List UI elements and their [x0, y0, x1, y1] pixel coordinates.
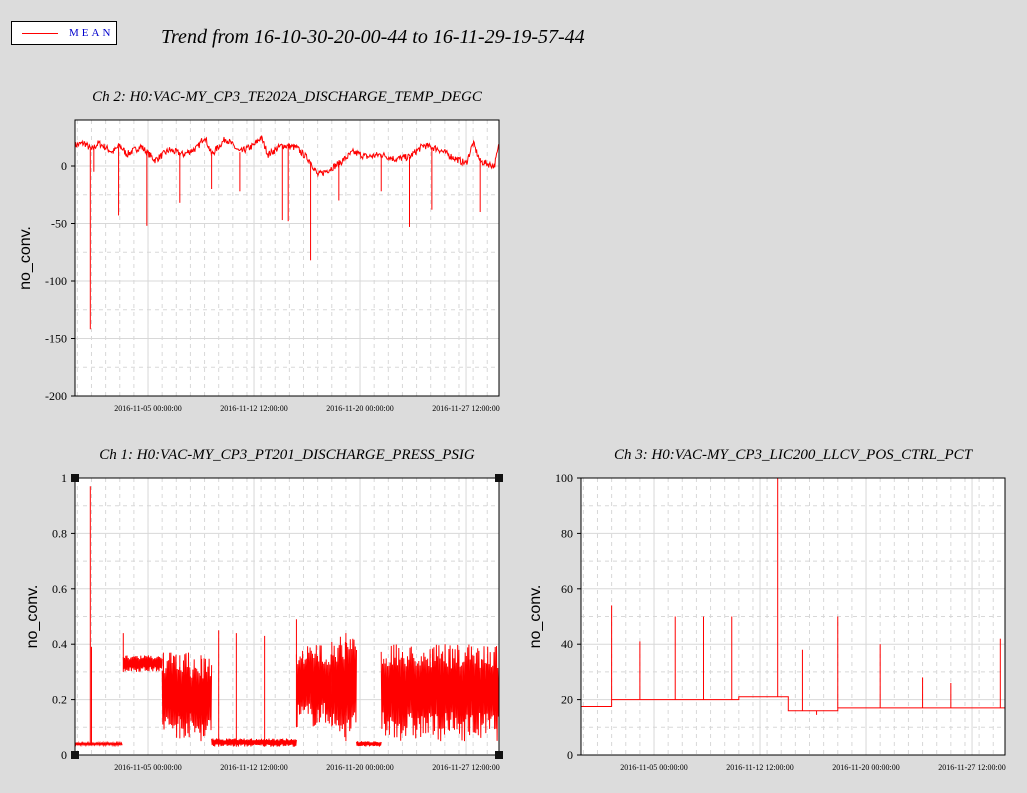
ch1-title: Ch 1: H0:VAC-MY_CP3_PT201_DISCHARGE_PRES… — [99, 447, 475, 463]
ch3-title: Ch 3: H0:VAC-MY_CP3_LIC200_LLCV_POS_CTRL… — [614, 447, 974, 463]
ch2-y-tick-label: 0 — [61, 159, 67, 173]
ch1-resize-handle[interactable] — [495, 474, 503, 482]
ch1-series-segment — [295, 645, 333, 728]
ch1-y-tick-label: 0.2 — [52, 693, 67, 707]
ch3-y-tick-label: 80 — [561, 526, 573, 540]
legend-line-swatch — [22, 33, 58, 34]
ch1-series-segment — [161, 652, 191, 738]
legend-label: MEAN — [69, 27, 114, 39]
ch2-x-tick-label: 2016-11-05 00:00:00 — [114, 404, 181, 413]
ch1-series-segment — [211, 738, 297, 747]
ch2-plot-area — [75, 120, 499, 396]
ch3-x-tick-label: 2016-11-27 12:00:00 — [938, 763, 1005, 772]
ch2-x-tick-label: 2016-11-12 12:00:00 — [220, 404, 287, 413]
ch3-y-tick-label: 40 — [561, 637, 573, 651]
ch1-chart: Ch 1: H0:VAC-MY_CP3_PT201_DISCHARGE_PRES… — [24, 447, 503, 772]
ch3-y-tick-label: 0 — [567, 748, 573, 762]
ch1-series-segment — [380, 644, 500, 742]
ch3-x-tick-label: 2016-11-05 00:00:00 — [620, 763, 687, 772]
ch2-y-tick-label: -150 — [45, 332, 67, 346]
ch2-y-tick-label: -50 — [51, 217, 67, 231]
page-title: Trend from 16-10-30-20-00-44 to 16-11-29… — [161, 26, 585, 48]
ch3-series-step-line — [580, 696, 1005, 712]
ch1-y-tick-label: 1 — [61, 471, 67, 485]
ch1-plot-frame — [74, 477, 500, 756]
ch1-y-tick-label: 0.6 — [52, 582, 67, 596]
ch1-resize-handle[interactable] — [71, 474, 79, 482]
ch3-chart: Ch 3: H0:VAC-MY_CP3_LIC200_LLCV_POS_CTRL… — [527, 447, 1006, 772]
ch3-y-axis-label: no_conv. — [527, 585, 544, 649]
ch2-series-line — [74, 135, 500, 178]
ch2-plot-frame — [74, 119, 500, 397]
ch2-x-tick-label: 2016-11-27 12:00:00 — [432, 404, 499, 413]
ch1-x-tick-label: 2016-11-12 12:00:00 — [220, 763, 287, 772]
ch1-resize-handle[interactable] — [71, 751, 79, 759]
ch3-x-tick-label: 2016-11-20 00:00:00 — [832, 763, 899, 772]
ch3-y-tick-label: 60 — [561, 582, 573, 596]
ch1-x-tick-label: 2016-11-20 00:00:00 — [326, 763, 393, 772]
ch1-y-tick-label: 0.4 — [52, 637, 67, 651]
ch2-y-tick-label: -100 — [45, 274, 67, 288]
ch3-y-tick-label: 20 — [561, 693, 573, 707]
ch2-title: Ch 2: H0:VAC-MY_CP3_TE202A_DISCHARGE_TEM… — [92, 89, 483, 105]
ch2-y-axis-label: no_conv. — [17, 226, 34, 290]
ch3-plot-frame — [580, 477, 1006, 756]
legend: MEAN — [11, 21, 117, 45]
ch1-x-tick-label: 2016-11-05 00:00:00 — [114, 763, 181, 772]
ch1-y-axis-label: no_conv. — [24, 585, 41, 649]
ch1-series-segment — [356, 741, 382, 747]
ch2-x-tick-label: 2016-11-20 00:00:00 — [326, 404, 393, 413]
ch1-y-tick-label: 0 — [61, 748, 67, 762]
ch3-x-tick-label: 2016-11-12 12:00:00 — [726, 763, 793, 772]
ch1-y-tick-label: 0.8 — [52, 526, 67, 540]
ch1-series-segment — [122, 655, 163, 672]
ch1-resize-handle[interactable] — [495, 751, 503, 759]
ch2-y-tick-label: -200 — [45, 389, 67, 403]
ch1-series-segment — [331, 636, 357, 738]
ch3-y-tick-label: 100 — [555, 471, 573, 485]
ch1-x-tick-label: 2016-11-27 12:00:00 — [432, 763, 499, 772]
ch1-series-segment — [74, 740, 123, 748]
ch2-chart: Ch 2: H0:VAC-MY_CP3_TE202A_DISCHARGE_TEM… — [17, 89, 500, 413]
